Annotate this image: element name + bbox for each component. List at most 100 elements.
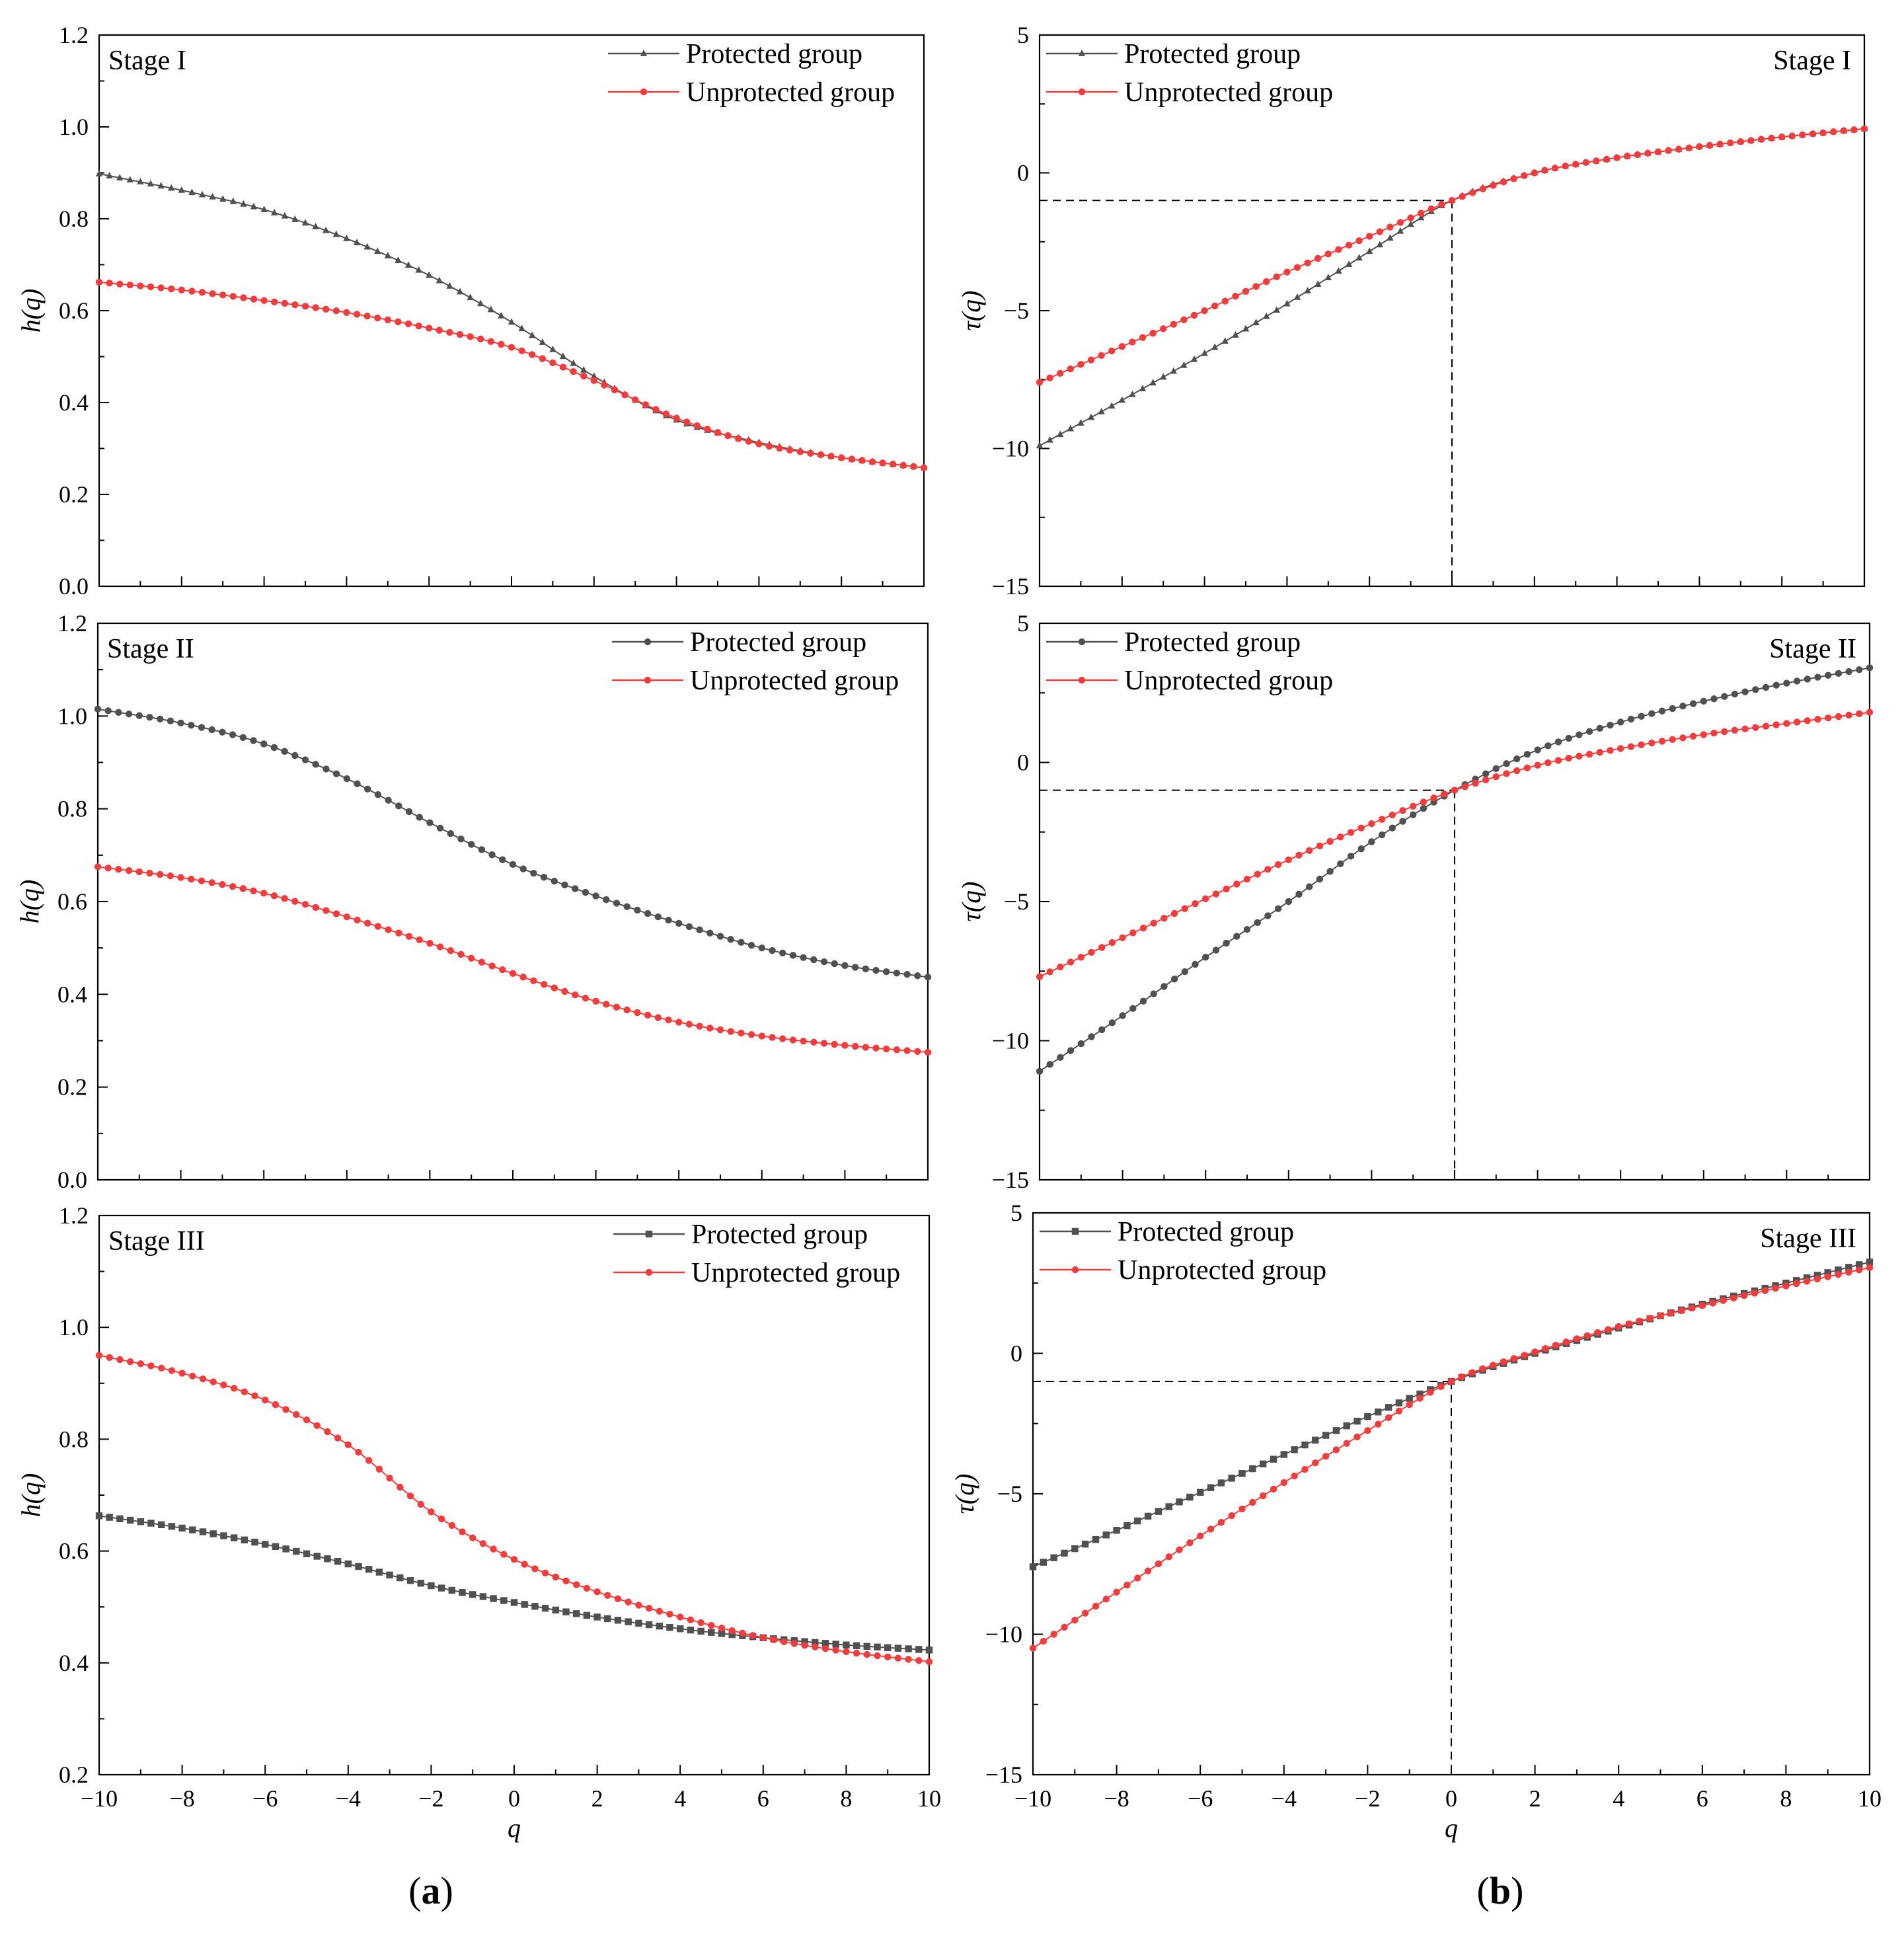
panel-b2-series-0-point	[1741, 688, 1749, 695]
panel-a1-series-0-point	[363, 243, 371, 250]
panel-a3-series-1-point	[697, 1619, 704, 1627]
panel-a2: 0.0 0.2 0.4 0.6 0.8 1.0 1.2 h(q) Protected group…	[15, 610, 932, 1193]
panel-b1-series-0-point	[1283, 299, 1291, 307]
panel-b1-series-1-point	[1727, 139, 1734, 147]
panel-b3-series-1-point	[1176, 1546, 1183, 1553]
panel-a1-series-0-point	[168, 184, 175, 191]
panel-b1-series-1-point	[1428, 205, 1435, 213]
panel-b2-series-1-point	[1139, 924, 1147, 932]
panel-b2-series-0-point	[1357, 845, 1365, 853]
panel-b2-series-1-point	[1461, 783, 1468, 791]
panel-a2-series-0-point	[219, 728, 226, 736]
panel-a3-series-1-point	[666, 1610, 673, 1618]
panel-a3-series-1	[95, 1352, 933, 1666]
panel-a2-series-1-point	[229, 883, 237, 890]
panel-a2-y-tick-label: 0.0	[57, 1167, 87, 1193]
panel-b2-series-1-point	[1596, 748, 1603, 756]
panel-a3-y-tick-label: 1.0	[59, 1314, 89, 1340]
panel-b3-series-1-point	[1824, 1273, 1831, 1280]
panel-b2-series-1-point	[1212, 890, 1220, 898]
panel-a3-series-1-point	[687, 1616, 695, 1623]
panel-b3-legend-label-1: Unprotected group	[1118, 1255, 1326, 1286]
panel-a3-series-1-point	[821, 1645, 829, 1652]
panel-b2-series-1-point	[1264, 866, 1272, 873]
panel-a3-series-0-point	[251, 1538, 258, 1546]
panel-b2-y-tick-label: 5	[1017, 610, 1029, 637]
panel-a1-series-1-point	[291, 301, 299, 309]
panel-b2-series-1-point	[1119, 934, 1126, 941]
panel-a1-series-1-point	[250, 295, 258, 303]
panel-b1-series-1-point	[1572, 161, 1580, 168]
panel-a3-series-0-point	[874, 1643, 881, 1651]
panel-b2-series-1-point	[1243, 875, 1251, 883]
panel-b1-series-1-point	[1521, 172, 1528, 179]
panel-a3-legend-label-0: Protected group	[691, 1219, 868, 1250]
panel-b3-series-0-point	[1176, 1498, 1183, 1506]
panel-a3-series-1-point	[469, 1534, 476, 1541]
panel-b2-series-0-point	[1513, 755, 1521, 763]
panel-a2-series-1-point	[301, 901, 309, 908]
panel-a1-series-0-point	[291, 215, 299, 222]
panel-a3-series-0-point	[147, 1520, 155, 1527]
panel-b1-series-0-point	[1180, 361, 1188, 368]
panel-a3-series-1-point	[199, 1375, 207, 1383]
panel-b2-series-0-point	[1036, 1067, 1044, 1075]
panel-b3-series-1-point	[1730, 1294, 1737, 1302]
panel-a1-series-1-point	[332, 307, 340, 315]
panel-b2-series-1-point	[1576, 752, 1583, 760]
panel-b1-series-0-point	[1304, 287, 1311, 293]
panel-a3-series-1-point	[137, 1360, 144, 1368]
panel-b1-series-1-point	[1850, 126, 1858, 134]
panel-a2-series-0-point	[696, 926, 703, 934]
panel-a3-series-1-point	[178, 1370, 186, 1377]
panel-b2-series-1-point	[1856, 710, 1863, 718]
panel-a2-series-1-point	[769, 1034, 776, 1041]
panel-a3-series-0-point	[593, 1613, 601, 1621]
panel-a3-series-0-point	[510, 1599, 518, 1606]
panel-a3-series-1-point	[448, 1522, 455, 1529]
panel-a1-y-tick-label: 0.6	[59, 297, 89, 324]
panel-b3-y-tick-label: 5	[1010, 1200, 1022, 1226]
panel-a3-series-0-point	[126, 1516, 134, 1524]
panel-b3-series-0-point	[1343, 1422, 1350, 1430]
panel-b3-series-0-point	[1144, 1512, 1152, 1520]
panel-b2-series-0-point	[1856, 666, 1863, 674]
panel-a1-series-1-point	[467, 333, 474, 340]
panel-a2-series-0-point	[540, 873, 548, 881]
panel-a1-series-1-point	[477, 335, 484, 343]
panel-a1-series-0-point	[384, 252, 391, 258]
panel-a1-series-1-point	[323, 305, 330, 313]
panel-b2-series-0-point	[1161, 983, 1168, 990]
panel-b1-series-0-point	[1057, 430, 1064, 438]
panel-b3-series-0-point	[1866, 1258, 1874, 1266]
panel-a1-y-tick-label: 0.4	[59, 389, 89, 416]
panel-b2-series-1-point	[1638, 741, 1645, 748]
panel-a1-series-1-point	[601, 381, 608, 389]
panel-a2-series-1-point	[250, 887, 257, 894]
panel-b2-y-tick-label: −15	[992, 1167, 1029, 1193]
panel-b2-series-0-point	[1783, 679, 1790, 687]
panel-a1-series-0-point	[198, 190, 206, 198]
panel-b3-x-tick-label: −4	[1272, 1785, 1297, 1812]
panel-a3-series-0-point	[863, 1643, 870, 1650]
panel-a3-series-0-point	[645, 1621, 653, 1629]
panel-a1-series-1-point	[817, 451, 825, 459]
panel-b3-series-1-point	[1312, 1459, 1319, 1467]
panel-b1-series-1-point	[1263, 278, 1270, 286]
panel-a1-series-0-point	[446, 282, 453, 289]
panel-a3-x-tick-label: 0	[508, 1785, 520, 1812]
panel-a1-series-0-point	[559, 352, 567, 360]
panel-b1-series-1-point	[1387, 223, 1394, 231]
panel-b2-series-0-point	[1866, 664, 1874, 672]
panel-a3-series-0-point	[137, 1518, 144, 1526]
panel-a2-series-0-point	[613, 900, 621, 907]
panel-b2-series-0-point	[1596, 724, 1603, 732]
panel-b1-y-tick-label: 0	[1017, 160, 1029, 186]
panel-b1: −15 −10 −5 0 5 τ(q) Protected group Unprotected…	[956, 22, 1868, 600]
panel-a2-series-1-point	[551, 984, 558, 991]
panel-b3-series-1-point	[1835, 1270, 1842, 1278]
panel-a3-series-1-point	[905, 1656, 912, 1663]
panel-b3-series-1-point	[1845, 1268, 1852, 1276]
panel-a3-x-tick-label: −2	[418, 1785, 443, 1812]
